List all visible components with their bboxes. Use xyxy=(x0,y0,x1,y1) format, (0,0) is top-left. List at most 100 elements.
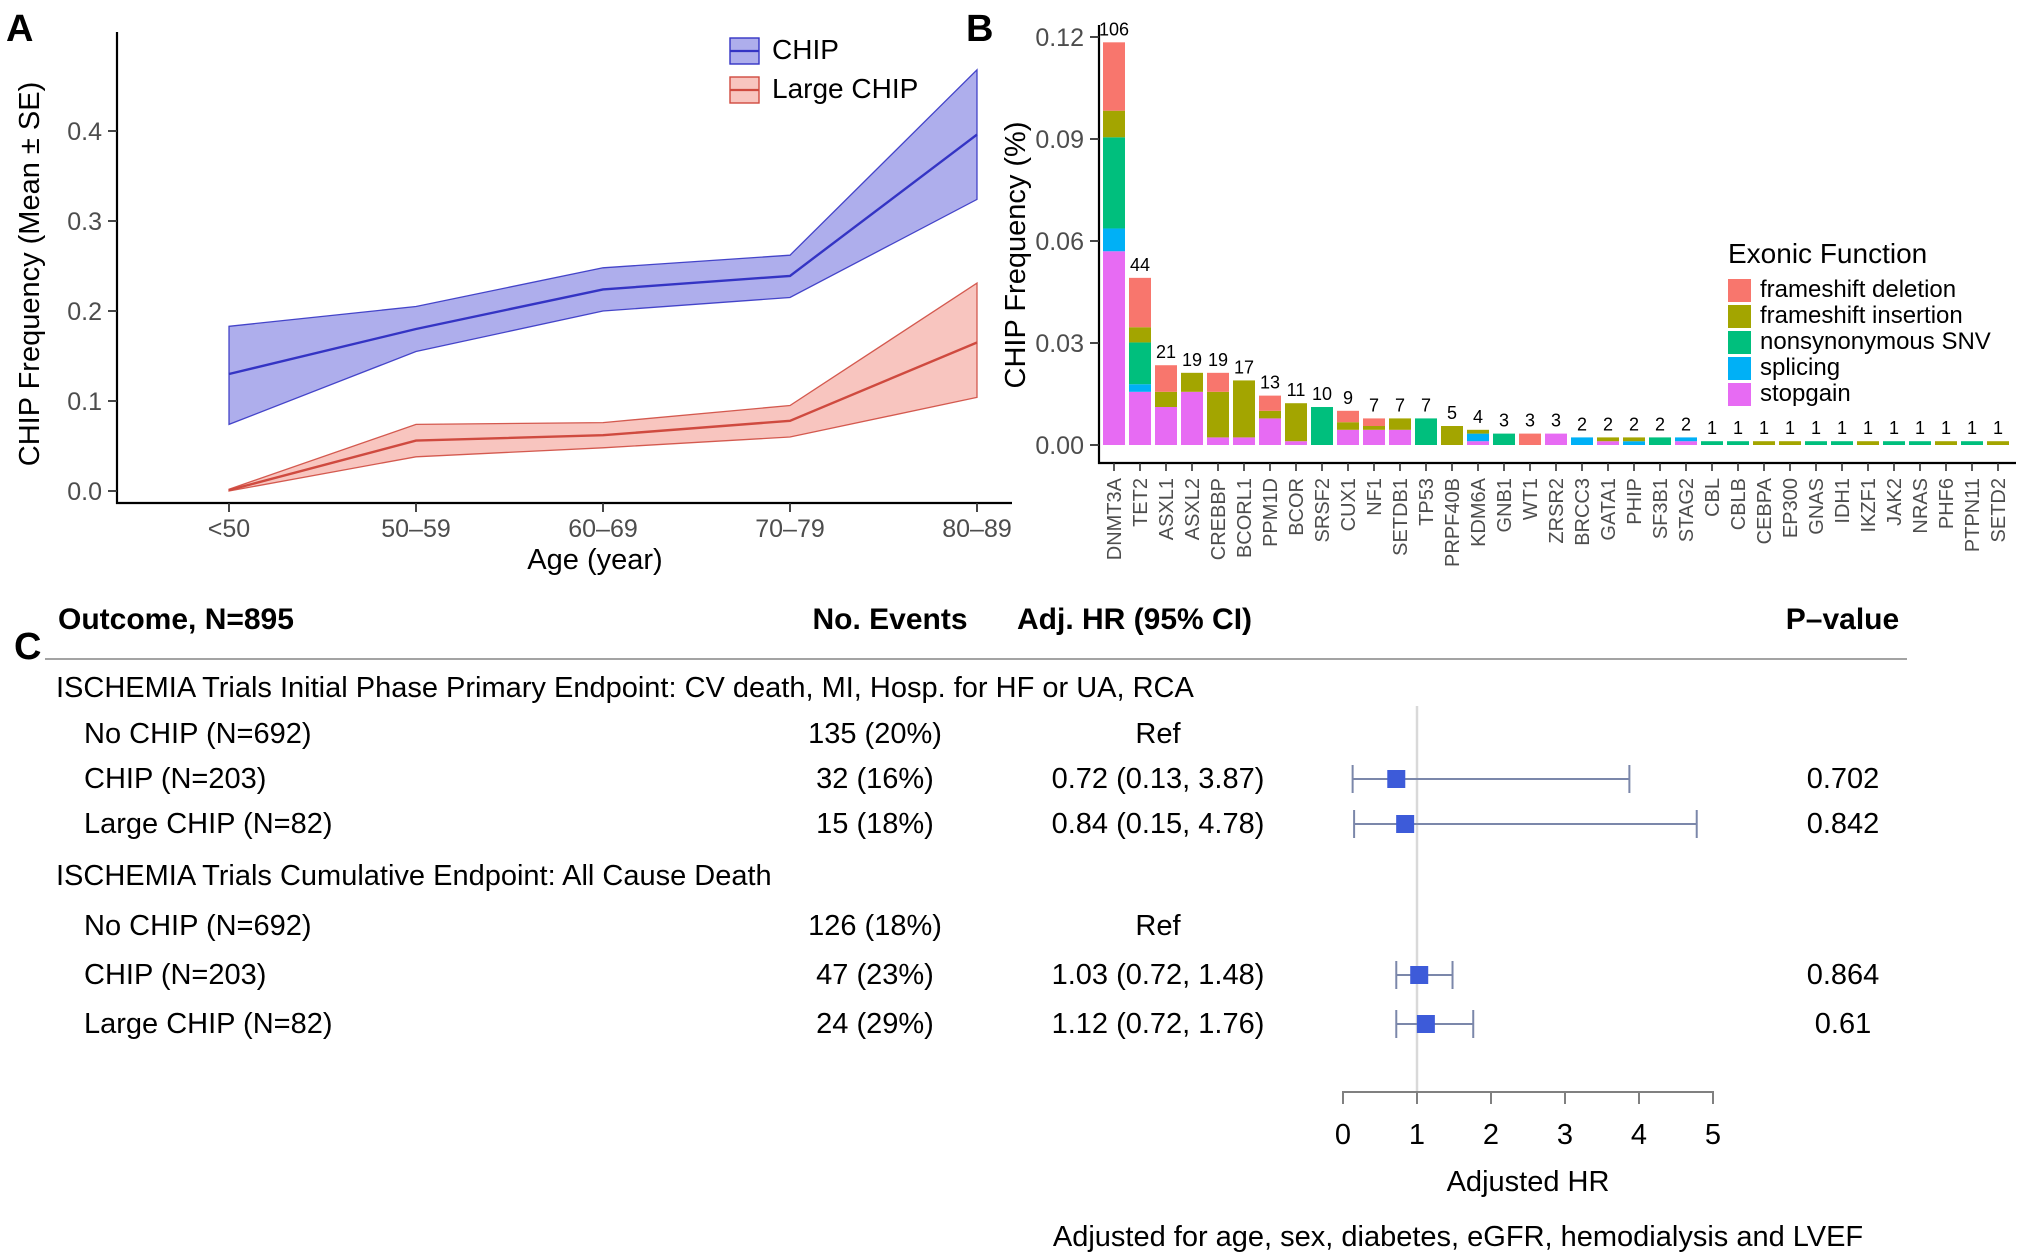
bar-BCOR: 11 xyxy=(1285,380,1307,445)
legend-entries: frameshift deletion frameshift insertion n… xyxy=(1728,276,1991,407)
y-tick-label: 0.2 xyxy=(67,298,102,326)
bar-STAG2: 2 xyxy=(1675,414,1697,445)
segment xyxy=(1753,441,1775,445)
hr-marker xyxy=(1416,1015,1435,1033)
segment xyxy=(1363,418,1385,427)
gene-tick-label: JAK2 xyxy=(1884,478,1906,526)
p-value-cell: 0.702 xyxy=(1806,763,1880,795)
segment xyxy=(1129,342,1151,385)
bar-count: 2 xyxy=(1603,414,1613,434)
events-cell: 15 (18%) xyxy=(816,808,934,840)
gene-tick-label: CUX1 xyxy=(1338,478,1360,531)
gene-tick-label: GATA1 xyxy=(1598,478,1620,541)
gene-tick-label: PHIP xyxy=(1624,478,1646,525)
bar-TET2: 44 xyxy=(1129,255,1151,445)
legend-entry: stopgain xyxy=(1728,380,1991,407)
segment xyxy=(1259,418,1281,445)
gene-tick-label: EP300 xyxy=(1780,478,1802,538)
bar-CBL: 1 xyxy=(1701,418,1723,445)
bar-IKZF1: 1 xyxy=(1857,418,1879,445)
bar-count: 2 xyxy=(1681,414,1691,434)
gene-tick-label: SRSF2 xyxy=(1312,478,1334,542)
legend-swatch xyxy=(1728,382,1751,406)
segment xyxy=(1233,437,1255,445)
gene-tick-label: ZRSR2 xyxy=(1546,478,1568,544)
gene-tick-label: CEBPA xyxy=(1754,477,1776,544)
gene-tick-label: PTPN11 xyxy=(1962,478,1984,552)
bar-count: 1 xyxy=(1733,418,1743,438)
legend-entry: frameshift insertion xyxy=(1728,302,1991,329)
panel-a-legend: CHIP Large CHIP xyxy=(729,34,918,104)
legend-swatch xyxy=(1728,330,1751,354)
segment xyxy=(1337,422,1359,430)
segment xyxy=(1363,429,1385,445)
gene-tick-label: BRCC3 xyxy=(1572,478,1594,546)
gene-tick-label: SETD2 xyxy=(1988,478,2010,542)
forest-row xyxy=(1395,1010,1475,1038)
gene-tick-label: NF1 xyxy=(1364,478,1386,516)
y-tick-label: 0.12 xyxy=(1035,24,1084,52)
bar-count: 1 xyxy=(1837,418,1847,438)
gene-tick-label: GNB1 xyxy=(1494,478,1516,532)
forest-row xyxy=(1395,961,1454,989)
segment xyxy=(1467,429,1489,434)
segment xyxy=(1129,391,1151,445)
bar-count: 1 xyxy=(1889,418,1899,438)
panel-a-x-axis-title: Age (year) xyxy=(527,544,663,576)
bar-count: 21 xyxy=(1156,342,1176,362)
legend-entry: frameshift deletion xyxy=(1728,276,1991,303)
bar-CUX1: 9 xyxy=(1337,388,1359,445)
column-header-outcome: Outcome, N=895 xyxy=(58,603,294,636)
bar-count: 10 xyxy=(1312,384,1332,404)
segment xyxy=(1337,410,1359,423)
segment xyxy=(1805,441,1827,445)
bar-GNAS: 1 xyxy=(1805,418,1827,445)
bar-BRCC3: 2 xyxy=(1571,414,1593,445)
segment xyxy=(1103,110,1125,138)
bar-count: 1 xyxy=(1707,418,1717,438)
bar-CREBBP: 19 xyxy=(1207,350,1229,445)
mean-line xyxy=(228,341,978,492)
gene-tick-label: IKZF1 xyxy=(1858,478,1880,532)
column-header-events: No. Events xyxy=(812,603,968,636)
p-value-cell: 0.842 xyxy=(1806,808,1880,840)
bar-count: 1 xyxy=(1967,418,1977,438)
panel-c-label: C xyxy=(14,626,42,668)
bar-NRAS: 1 xyxy=(1909,418,1931,445)
bar-PPM1D: 13 xyxy=(1259,373,1281,445)
adjustment-footnote: Adjusted for age, sex, diabetes, eGFR, h… xyxy=(1052,1221,1864,1253)
bar-count: 3 xyxy=(1499,411,1509,431)
segment xyxy=(1207,372,1229,392)
large-chip-ribbon xyxy=(228,281,978,492)
gene-tick-label: PRPF40B xyxy=(1442,478,1464,567)
segment xyxy=(1103,137,1125,229)
events-cell: 126 (18%) xyxy=(808,910,942,942)
segment xyxy=(1259,395,1281,411)
outcome-row-label: Large CHIP (N=82) xyxy=(84,1008,333,1040)
legend-label: Large CHIP xyxy=(772,73,918,104)
age-frequency-chart: 0.0 0.1 0.2 0.3 0.4 <50 50–59 60–69 70–79 80–89 CH… xyxy=(67,32,1012,543)
header-separator xyxy=(45,658,1907,660)
panel-a-y-axis-title: CHIP Frequency (Mean ± SE) xyxy=(14,81,46,467)
segment xyxy=(1259,410,1281,419)
forest-axis-title: Adjusted HR xyxy=(1446,1166,1610,1198)
x-tick-label: 80–89 xyxy=(942,515,1012,543)
mean-line xyxy=(228,133,978,376)
panel-b-label: B xyxy=(966,8,994,50)
segment xyxy=(1727,441,1749,445)
gene-tick-label: CBLB xyxy=(1728,478,1750,530)
bar-PRPF40B: 5 xyxy=(1441,403,1463,445)
gene-tick-label: IDH1 xyxy=(1832,478,1854,524)
legend-entry-label: frameshift deletion xyxy=(1760,276,1957,303)
bar-BCORL1: 17 xyxy=(1233,357,1255,445)
segment xyxy=(1597,441,1619,445)
gene-tick-label: PPM1D xyxy=(1260,478,1282,547)
bar-count: 1 xyxy=(1863,418,1873,438)
legend-title: Exonic Function xyxy=(1728,238,1928,269)
bar-EP300: 1 xyxy=(1779,418,1801,445)
bar-SETD2: 1 xyxy=(1987,418,2009,445)
outcome-row-label: No CHIP (N=692) xyxy=(84,910,312,942)
column-header-hr: Adj. HR (95% CI) xyxy=(1017,603,1253,636)
bar-count: 7 xyxy=(1395,395,1405,415)
outcome-row-label: No CHIP (N=692) xyxy=(84,718,312,750)
